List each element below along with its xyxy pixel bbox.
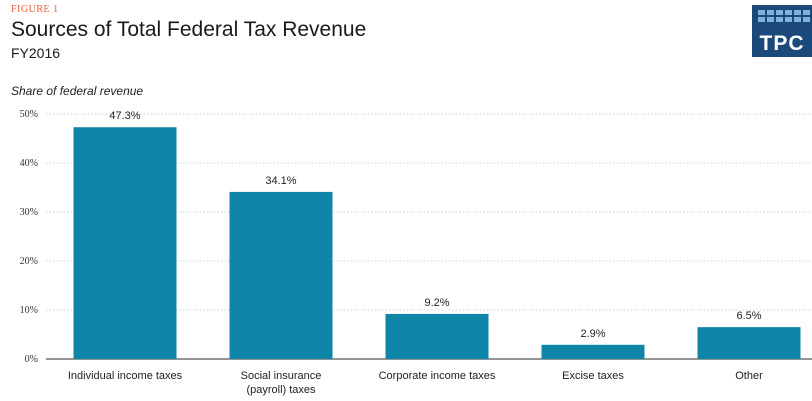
x-tick-label: Individual income taxes bbox=[68, 370, 183, 382]
logo-text: TPC bbox=[759, 32, 805, 55]
data-label: 9.2% bbox=[424, 297, 449, 309]
data-label: 34.1% bbox=[265, 175, 296, 187]
y-tick-label: 30% bbox=[20, 207, 38, 218]
logo-grid-icon bbox=[758, 10, 810, 22]
x-tick-label: Corporate income taxes bbox=[379, 370, 496, 382]
data-label: 47.3% bbox=[109, 110, 140, 122]
tpc-logo: TPC bbox=[752, 5, 812, 57]
y-tick-label: 0% bbox=[25, 354, 38, 365]
y-tick-label: 40% bbox=[20, 158, 38, 169]
y-axis-label: Share of federal revenue bbox=[11, 84, 144, 98]
x-tick-label: Excise taxes bbox=[562, 370, 624, 382]
chart-subtitle: FY2016 bbox=[11, 45, 61, 61]
bar bbox=[229, 191, 333, 359]
bar bbox=[73, 127, 177, 359]
y-tick-label: 20% bbox=[20, 256, 38, 267]
x-tick-label: (payroll) taxes bbox=[246, 384, 316, 396]
x-tick-label: Social insurance bbox=[241, 370, 322, 382]
bar bbox=[697, 327, 801, 359]
y-tick-label: 10% bbox=[20, 305, 38, 316]
bar bbox=[385, 313, 489, 359]
data-label: 6.5% bbox=[736, 310, 761, 322]
bar bbox=[541, 344, 645, 359]
figure-label: FIGURE 1 bbox=[11, 4, 59, 15]
y-tick-label: 50% bbox=[20, 109, 38, 120]
data-label: 2.9% bbox=[580, 328, 605, 340]
x-tick-label: Other bbox=[735, 370, 763, 382]
chart-title: Sources of Total Federal Tax Revenue bbox=[11, 18, 367, 41]
